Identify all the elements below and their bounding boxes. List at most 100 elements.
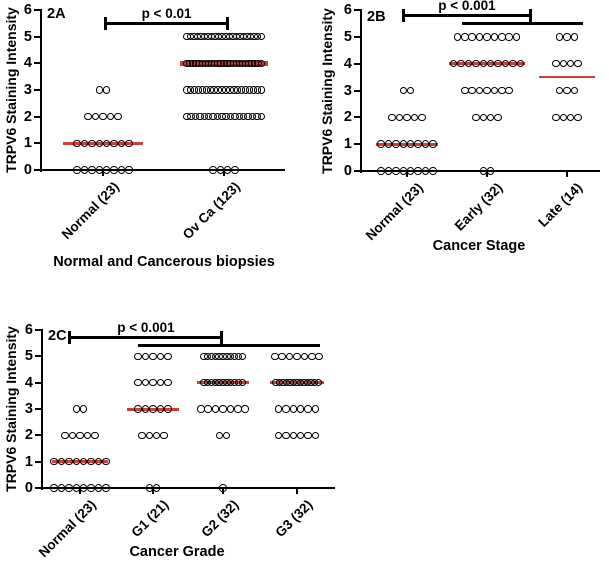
- data-point: [384, 167, 393, 175]
- y-tick-label: 6: [24, 322, 33, 338]
- category-tick: [406, 172, 408, 177]
- data-point: [282, 405, 290, 413]
- data-point: [563, 86, 571, 95]
- significance-line: [69, 335, 222, 339]
- y-tick-label: 2: [343, 109, 352, 126]
- data-point: [486, 113, 495, 122]
- y-tick: [35, 460, 41, 463]
- y-axis-title: TRPV6 Staining Intensity: [3, 326, 19, 492]
- y-tick: [34, 115, 40, 118]
- data-point: [406, 140, 415, 148]
- data-point: [114, 112, 122, 121]
- y-tick-label: 3: [343, 82, 352, 99]
- data-point: [271, 352, 279, 361]
- data-point: [76, 431, 84, 440]
- data-point: [110, 166, 118, 174]
- x-category-label: Early (32): [452, 180, 506, 234]
- y-tick: [354, 62, 360, 65]
- data-point: [95, 166, 104, 174]
- data-point: [102, 457, 110, 466]
- data-point: [406, 167, 415, 175]
- data-point: [160, 431, 168, 440]
- y-tick: [34, 89, 40, 91]
- data-point: [72, 457, 81, 466]
- data-point: [392, 140, 400, 148]
- data-point: [95, 86, 104, 94]
- median-line: [539, 75, 595, 79]
- data-point: [234, 405, 242, 413]
- data-point: [293, 352, 301, 361]
- data-point: [94, 457, 103, 466]
- data-point: [559, 113, 568, 122]
- data-point: [282, 431, 290, 440]
- significance-line: [137, 343, 321, 347]
- y-tick-label: 3: [24, 401, 33, 417]
- y-tick-label: 5: [23, 28, 32, 45]
- y-axis-title: TRPV6 Staining Intensity: [319, 7, 335, 174]
- x-category-label: Late (14): [535, 180, 586, 230]
- data-point: [152, 431, 161, 440]
- data-point: [134, 405, 142, 413]
- data-point: [110, 139, 118, 148]
- y-tick-label: 4: [24, 374, 33, 391]
- data-point: [457, 59, 465, 68]
- y-tick-label: 0: [23, 162, 32, 178]
- data-point: [552, 59, 560, 68]
- data-point: [79, 457, 88, 466]
- data-point: [87, 457, 95, 466]
- data-point: [141, 405, 150, 413]
- data-point: [88, 166, 96, 174]
- data-point: [102, 166, 111, 174]
- data-point: [134, 378, 142, 387]
- data-point: [102, 139, 111, 148]
- data-point: [486, 167, 495, 175]
- data-point: [257, 112, 265, 121]
- data-point: [65, 484, 73, 492]
- x-category-label: Normal (23): [362, 180, 426, 244]
- data-point: [555, 86, 564, 95]
- data-point: [79, 484, 88, 492]
- data-point: [141, 352, 150, 361]
- data-point: [314, 378, 322, 387]
- y-tick: [34, 9, 40, 11]
- x-axis-title: Cancer Stage: [432, 238, 526, 254]
- significance-cap: [103, 16, 107, 30]
- data-point: [464, 59, 473, 68]
- data-point: [95, 139, 104, 148]
- y-tick: [354, 35, 360, 38]
- category-tick: [223, 171, 225, 176]
- data-point: [83, 431, 92, 440]
- data-point: [197, 405, 205, 413]
- category-tick: [486, 172, 488, 177]
- data-point: [88, 139, 96, 148]
- category-tick: [152, 489, 154, 494]
- data-point: [257, 86, 265, 94]
- y-tick: [34, 62, 40, 65]
- data-point: [311, 431, 320, 440]
- data-point: [300, 352, 309, 361]
- data-point: [209, 166, 217, 174]
- panel-label: 2C: [48, 328, 67, 344]
- data-point: [94, 484, 103, 492]
- data-point: [395, 113, 404, 122]
- y-tick: [35, 408, 41, 410]
- y-axis: [41, 329, 43, 490]
- y-tick: [34, 142, 40, 145]
- panel-2c: 0 1 2 3 4 5 6 Normal (23) G1 (21) G2 (32) G3 (32) p…: [0, 290, 352, 568]
- y-axis-title: TRPV6 Staining Intensity: [3, 7, 19, 173]
- data-point: [102, 484, 110, 492]
- data-point: [377, 140, 385, 148]
- x-axis-title: Normal and Cancerous biopsies: [53, 254, 275, 270]
- y-tick: [354, 89, 360, 92]
- y-tick-label: 4: [23, 55, 32, 72]
- data-point: [304, 405, 312, 413]
- category-tick: [566, 172, 568, 177]
- data-point: [87, 484, 95, 492]
- data-point: [61, 431, 69, 440]
- data-point: [414, 167, 422, 175]
- y-tick: [35, 329, 41, 331]
- significance-label: p < 0.001: [438, 0, 496, 14]
- data-point: [125, 139, 133, 148]
- y-tick-label: 1: [343, 136, 352, 153]
- data-point: [399, 167, 408, 175]
